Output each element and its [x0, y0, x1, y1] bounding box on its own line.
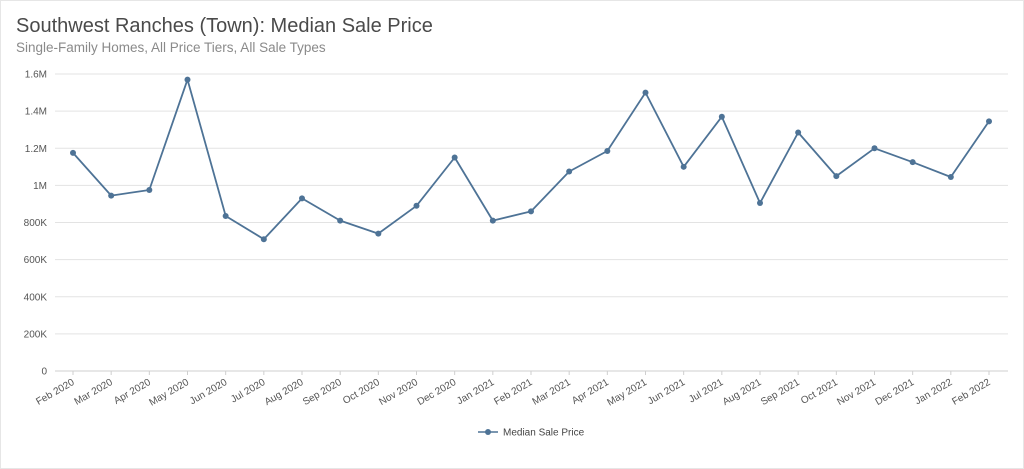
data-point[interactable]	[795, 129, 802, 136]
x-tick-label: May 2021	[605, 377, 649, 409]
data-point[interactable]	[604, 148, 611, 155]
x-tick-label: Oct 2020	[341, 377, 382, 407]
y-tick-label: 1.4M	[25, 107, 47, 118]
gridlines	[55, 73, 1008, 372]
legend-label: Median Sale Price	[503, 428, 585, 439]
x-tick-label: Nov 2020	[377, 377, 420, 408]
y-tick-label: 1M	[33, 181, 47, 192]
y-tick-label: 1.6M	[25, 70, 47, 81]
data-point[interactable]	[909, 159, 916, 166]
series-median-sale-price	[70, 76, 992, 243]
data-point[interactable]	[337, 217, 344, 224]
data-point[interactable]	[757, 200, 763, 207]
y-tick-label: 200K	[24, 329, 48, 340]
x-tick-label: Apr 2021	[570, 377, 611, 407]
chart-subtitle: Single-Family Homes, All Price Tiers, Al…	[16, 40, 326, 55]
data-point[interactable]	[375, 230, 382, 237]
chart-title: Southwest Ranches (Town): Median Sale Pr…	[16, 15, 433, 37]
data-point[interactable]	[833, 173, 840, 180]
data-point[interactable]	[489, 217, 496, 224]
x-tick-label: Jan 2022	[913, 377, 955, 407]
y-tick-label: 0	[41, 367, 47, 378]
legend[interactable]: Median Sale Price	[478, 428, 585, 439]
x-tick-label: Apr 2020	[112, 377, 153, 407]
x-tick-label: Jun 2020	[188, 377, 230, 407]
data-point[interactable]	[986, 118, 992, 125]
x-tick-label: Oct 2021	[799, 377, 840, 407]
x-tick-label: Jul 2020	[229, 377, 268, 406]
data-point[interactable]	[947, 174, 954, 181]
x-tick-label: Dec 2020	[416, 377, 459, 408]
data-point[interactable]	[146, 187, 153, 194]
x-tick-label: Aug 2020	[263, 377, 306, 408]
data-point[interactable]	[642, 89, 649, 96]
y-tick-label: 600K	[24, 255, 48, 266]
data-point[interactable]	[871, 145, 878, 152]
y-tick-label: 800K	[24, 218, 48, 229]
x-tick-label: Sep 2021	[759, 377, 802, 408]
x-tick-label: Feb 2021	[492, 377, 534, 408]
data-point[interactable]	[413, 202, 420, 209]
data-point[interactable]	[108, 192, 115, 199]
x-tick-label: Jul 2021	[687, 377, 726, 406]
y-tick-label: 1.2M	[25, 144, 47, 155]
x-tick-label: Mar 2020	[73, 377, 115, 408]
data-point[interactable]	[718, 113, 725, 120]
data-point[interactable]	[70, 149, 76, 156]
data-point[interactable]	[680, 163, 687, 170]
x-tick-label: Feb 2020	[34, 377, 76, 408]
x-tick-label: Dec 2021	[874, 377, 917, 408]
x-tick-label: Nov 2021	[835, 377, 878, 408]
data-point[interactable]	[566, 168, 573, 175]
x-tick-label: Aug 2021	[721, 377, 764, 408]
data-point[interactable]	[184, 76, 191, 83]
data-point[interactable]	[528, 208, 534, 215]
legend-swatch-marker	[485, 429, 491, 435]
x-tick-label: May 2020	[147, 377, 191, 409]
data-point[interactable]	[451, 154, 458, 161]
data-point[interactable]	[299, 195, 305, 202]
x-tick-label: Sep 2020	[301, 377, 344, 408]
y-tick-label: 400K	[24, 292, 48, 303]
x-tick-label: Feb 2022	[950, 377, 992, 408]
y-axis: 0 200K 400K 600K 800K 1M 1.2M 1.4M 1.6M	[24, 70, 48, 378]
x-tick-label: Jun 2021	[646, 377, 688, 407]
x-tick-label: Mar 2021	[531, 377, 573, 408]
series-line	[72, 78, 990, 241]
x-tick-label: Jan 2021	[455, 377, 497, 407]
data-point[interactable]	[260, 236, 267, 243]
data-point[interactable]	[222, 213, 229, 220]
